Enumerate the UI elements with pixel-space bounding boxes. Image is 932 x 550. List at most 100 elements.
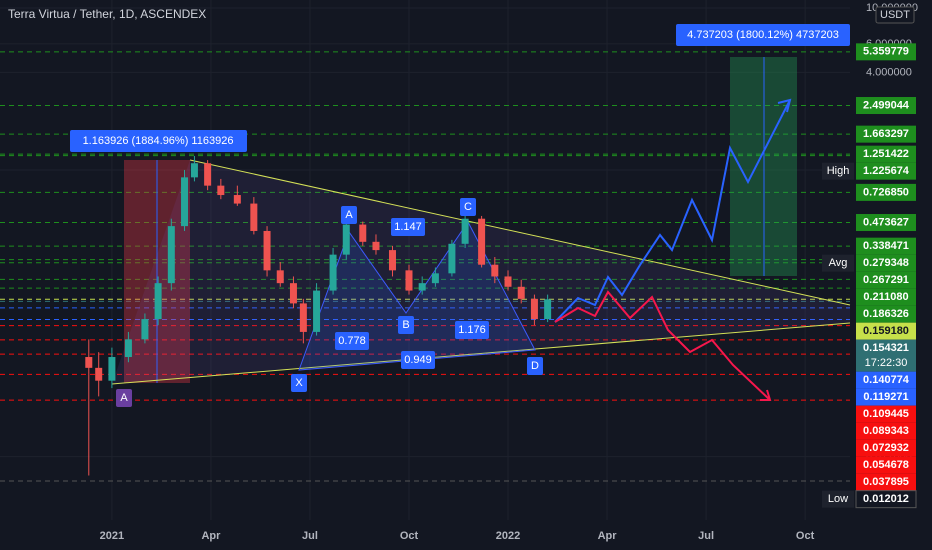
x-tick-label: 2022 [496,530,520,542]
level-tag: Low [828,493,848,505]
ratio-label-box [401,351,435,369]
ratio-label-box [335,332,369,350]
level-label-box [856,145,916,163]
level-tag-box [822,254,854,272]
candle-body [233,195,241,204]
candle-body [461,218,469,244]
point-label-box [116,389,132,407]
level-tag-box [822,490,854,508]
level-label-box [856,339,916,372]
currency: USDT [880,9,910,21]
level-label-box [856,214,916,232]
candles [85,155,552,476]
candle-body [141,319,149,340]
level-label-box [856,288,916,306]
level-label-box [856,305,916,323]
candle-body [517,286,525,299]
candle-body [418,283,426,291]
point-label: C [464,201,472,213]
level-label-box [856,456,916,474]
triangle-fill [112,160,850,384]
point-label-box [398,316,414,334]
level-label: 0.267291 [863,274,909,286]
candle-body [313,290,321,332]
level-label: 0.140774 [863,374,910,386]
candle-body [491,264,499,277]
point-label: B [402,319,409,331]
point-label-box [460,198,476,216]
level-label: 0.072932 [863,442,909,454]
x-axis [0,520,852,550]
bear-projection [554,290,771,401]
bull-arrowhead [777,98,792,113]
candle-body [342,224,350,255]
x-tick-label: 2021 [100,530,124,542]
candle-body [299,303,307,332]
level-label: 0.109445 [863,408,909,420]
countdown: 17:22:30 [865,357,908,369]
candle-body [431,273,439,284]
measure-label-box [676,24,850,46]
ratio-label: 0.778 [338,335,366,347]
level-label-box [856,388,916,406]
x-tick-label: Oct [796,530,815,542]
chart-title: Terra Virtua / Tether, 1D, ASCENDEX [8,7,206,21]
level-label: 0.012012 [863,493,909,505]
level-label-box [855,490,917,509]
candle-body [181,177,189,227]
triangle-upper [189,159,851,306]
candle-body [504,276,512,287]
level-label-box [856,271,916,289]
candle-body [217,185,225,196]
candle-body [372,241,380,251]
level-label-box [856,162,916,180]
level-label-box [856,422,916,440]
point-label: A [120,392,128,404]
candle-body [289,283,297,304]
point-label: X [295,377,303,389]
candle-body [276,270,284,284]
level-label-box [856,125,916,143]
level-label-box [856,254,916,272]
level-label-box [856,43,916,61]
x-tick-label: Apr [598,530,618,542]
ratio-label-box [391,218,425,236]
level-label-box [856,371,916,389]
candle-body [448,243,456,274]
ratio-label: 1.176 [458,324,486,336]
candle-body [167,226,175,284]
measure-label: 4.737203 (1800.12%) 4737203 [687,29,839,41]
level-label: 5.359779 [863,46,909,58]
candle-body [108,357,116,381]
level-label-box [856,237,916,255]
candle-body [530,298,538,320]
candle-body [154,283,162,320]
level-tag: Avg [829,257,848,269]
x-tick-label: Jul [698,530,714,542]
candle-body [250,203,258,231]
level-label: 0.089343 [863,425,909,437]
candle-body [359,224,367,242]
level-label-box [856,97,916,115]
level-label: 0.279348 [863,257,909,269]
level-label-box [856,473,916,491]
level-label-box [856,405,916,423]
bull-projection [554,99,791,323]
level-label: 0.473627 [863,216,909,228]
level-label: 0.159180 [863,325,909,337]
level-tag: High [827,165,850,177]
point-label: A [345,209,353,221]
level-label: 0.338471 [863,240,909,252]
y-tick-label: 4.000000 [866,66,912,78]
candle-body [329,254,337,291]
candle-body [204,163,212,186]
level-tag-box [822,162,854,180]
point-label-box [527,357,543,375]
level-label: 0.186326 [863,308,909,320]
candle-body [95,367,103,381]
candle-body [85,357,93,368]
level-label: 0.054678 [863,459,909,471]
triangle-lower [111,322,851,385]
level-label-box [856,322,916,340]
